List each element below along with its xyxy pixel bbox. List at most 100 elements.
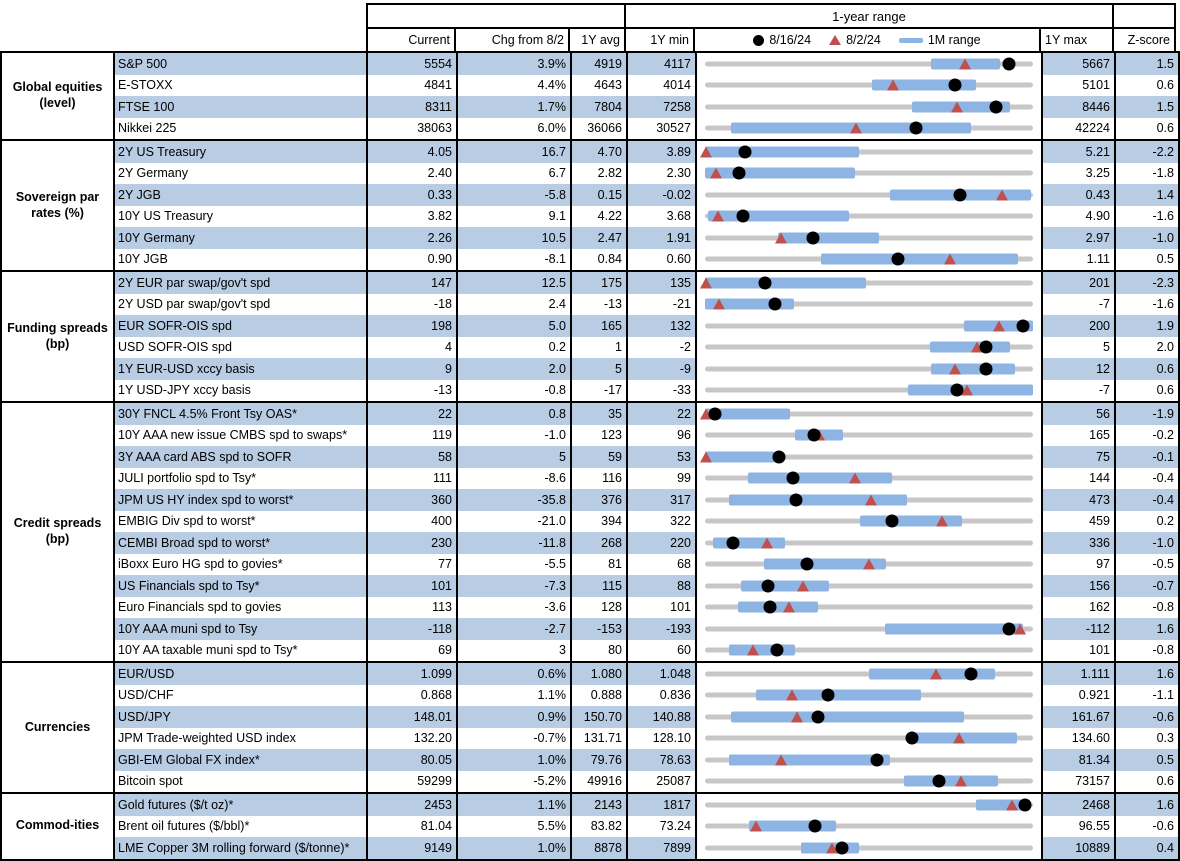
cell-1y-max: 336 <box>1043 532 1116 554</box>
range-chart-inner <box>705 489 1033 511</box>
year-range-track <box>705 213 1033 219</box>
range-chart <box>697 141 1043 163</box>
cell-current: 9 <box>368 358 458 380</box>
aug2-triangle-marker <box>826 842 839 854</box>
section-0: Global equities (level) S&P 500 5554 3.9% 49… <box>2 53 1178 141</box>
cell-1y-avg: 2.82 <box>572 162 628 184</box>
cell-z-score: -1.0 <box>1116 532 1178 554</box>
cell-1y-max: 75 <box>1043 446 1116 468</box>
aug2-triangle-marker <box>951 101 964 113</box>
cell-1y-min: 1817 <box>628 794 697 816</box>
legend-item-1m-range: 1M range <box>898 33 981 47</box>
cell-1y-avg: 150.70 <box>572 706 628 728</box>
cell-1y-max: 2.97 <box>1043 227 1116 249</box>
cell-chg-from-8-2: 0.9% <box>458 706 572 728</box>
cell-1y-min: -21 <box>628 293 697 315</box>
row-label: 10Y AAA new issue CMBS spd to swaps* <box>115 424 368 446</box>
cell-1y-min: 317 <box>628 489 697 511</box>
cell-1y-max: 161.67 <box>1043 706 1116 728</box>
row-label: USD SOFR-OIS spd <box>115 336 368 358</box>
row-label: 3Y AAA card ABS spd to SOFR <box>115 446 368 468</box>
cell-1y-avg: 7804 <box>572 96 628 118</box>
cell-chg-from-8-2: -1.0 <box>458 424 572 446</box>
row-label: 2Y US Treasury <box>115 141 368 163</box>
cell-chg-from-8-2: -35.8 <box>458 489 572 511</box>
range-chart-inner <box>705 663 1033 685</box>
header-empty-box-right <box>1114 3 1176 29</box>
row-label: Nikkei 225 <box>115 117 368 139</box>
cell-current: 101 <box>368 575 458 597</box>
cell-1y-max: 473 <box>1043 489 1116 511</box>
row-label: 10Y US Treasury <box>115 205 368 227</box>
row-label: JPM Trade-weighted USD index <box>115 727 368 749</box>
aug2-triangle-marker <box>749 820 762 832</box>
aug16-dot-marker <box>948 78 962 92</box>
1m-range-bar <box>860 515 963 527</box>
1m-range-bar <box>729 644 795 656</box>
aug2-triangle-marker <box>959 58 972 70</box>
aug2-triangle-marker <box>863 558 875 570</box>
cell-1y-max: 5101 <box>1043 74 1116 96</box>
aug16-dot-marker <box>738 145 752 159</box>
cell-1y-min: 96 <box>628 424 697 446</box>
range-chart <box>697 770 1043 792</box>
cell-z-score: 1.5 <box>1116 53 1178 75</box>
legend-item-aug16: 8/16/24 <box>753 33 811 47</box>
aug16-dot-marker <box>953 188 967 202</box>
cell-z-score: 0.6 <box>1156 383 1174 398</box>
cell-z-score: 0.2 <box>1156 514 1174 529</box>
range-chart <box>697 749 1043 771</box>
section-label: Commod-ities <box>2 794 115 859</box>
cell-z-score: 1.6 <box>1116 794 1178 816</box>
cell-z-score: -0.6 <box>1152 819 1174 834</box>
year-range-track <box>705 735 1033 741</box>
cell-chg-from-8-2: -5.2% <box>458 770 572 792</box>
row-label: EUR SOFR-OIS spd <box>115 315 368 337</box>
row-label: JPM US HY index spd to worst* <box>115 489 368 511</box>
1m-range-bar <box>914 732 1017 744</box>
aug2-triangle-marker <box>774 232 787 244</box>
range-chart <box>697 74 1043 96</box>
cell-z-score: -0.5 <box>1152 557 1174 572</box>
cell-z-score: -1.6 <box>1152 209 1174 224</box>
cell-chg-from-8-2: 1.7% <box>458 96 572 118</box>
row-label: EMBIG Div spd to worst* <box>115 510 368 532</box>
cell-current: 147 <box>368 272 458 294</box>
cell-current: 360 <box>368 489 458 511</box>
cell-chg-from-8-2: 5.0 <box>458 315 572 337</box>
range-chart <box>697 489 1043 511</box>
cell-z-score: -0.8 <box>1152 600 1174 615</box>
cell-chg-from-8-2: 12.5 <box>458 272 572 294</box>
1m-range-bar <box>975 799 1030 811</box>
cell-1y-max: 10889 <box>1043 837 1116 859</box>
1m-range-bar <box>740 580 830 592</box>
cell-1y-max: 97 <box>1043 553 1116 575</box>
year-range-track <box>705 432 1033 438</box>
cell-1y-avg: 131.71 <box>572 727 628 749</box>
year-range-track <box>705 540 1033 546</box>
row-label: FTSE 100 <box>115 96 368 118</box>
aug16-dot-marker <box>806 231 820 245</box>
year-range-track <box>705 802 1033 808</box>
legend-1m-range-label: 1M range <box>927 33 981 47</box>
cell-z-score: -0.7 <box>1116 575 1178 597</box>
range-chart-inner <box>705 554 1033 576</box>
range-chart <box>697 596 1043 618</box>
aug2-triangle-marker <box>886 79 899 91</box>
year-range-track <box>705 647 1033 653</box>
cell-chg-from-8-2: 2.0 <box>458 358 572 380</box>
cell-chg-from-8-2: -8.6 <box>458 467 572 489</box>
cell-chg-from-8-2: -8.1 <box>458 248 572 270</box>
1m-range-bar <box>885 623 1024 635</box>
column-header-chg-from-8-2: Chg from 8/2 <box>456 29 570 51</box>
aug2-triangle-marker <box>1013 623 1026 635</box>
year-range-track <box>705 301 1033 307</box>
aug16-dot-marker <box>761 579 775 593</box>
cell-1y-avg: 36066 <box>572 117 628 139</box>
range-chart-inner <box>705 468 1033 490</box>
cell-1y-min: 128.10 <box>628 727 697 749</box>
aug2-triangle-marker <box>746 644 759 656</box>
cell-1y-avg: 4643 <box>572 74 628 96</box>
cell-1y-max: 3.25 <box>1043 162 1116 184</box>
range-chart <box>697 553 1043 576</box>
